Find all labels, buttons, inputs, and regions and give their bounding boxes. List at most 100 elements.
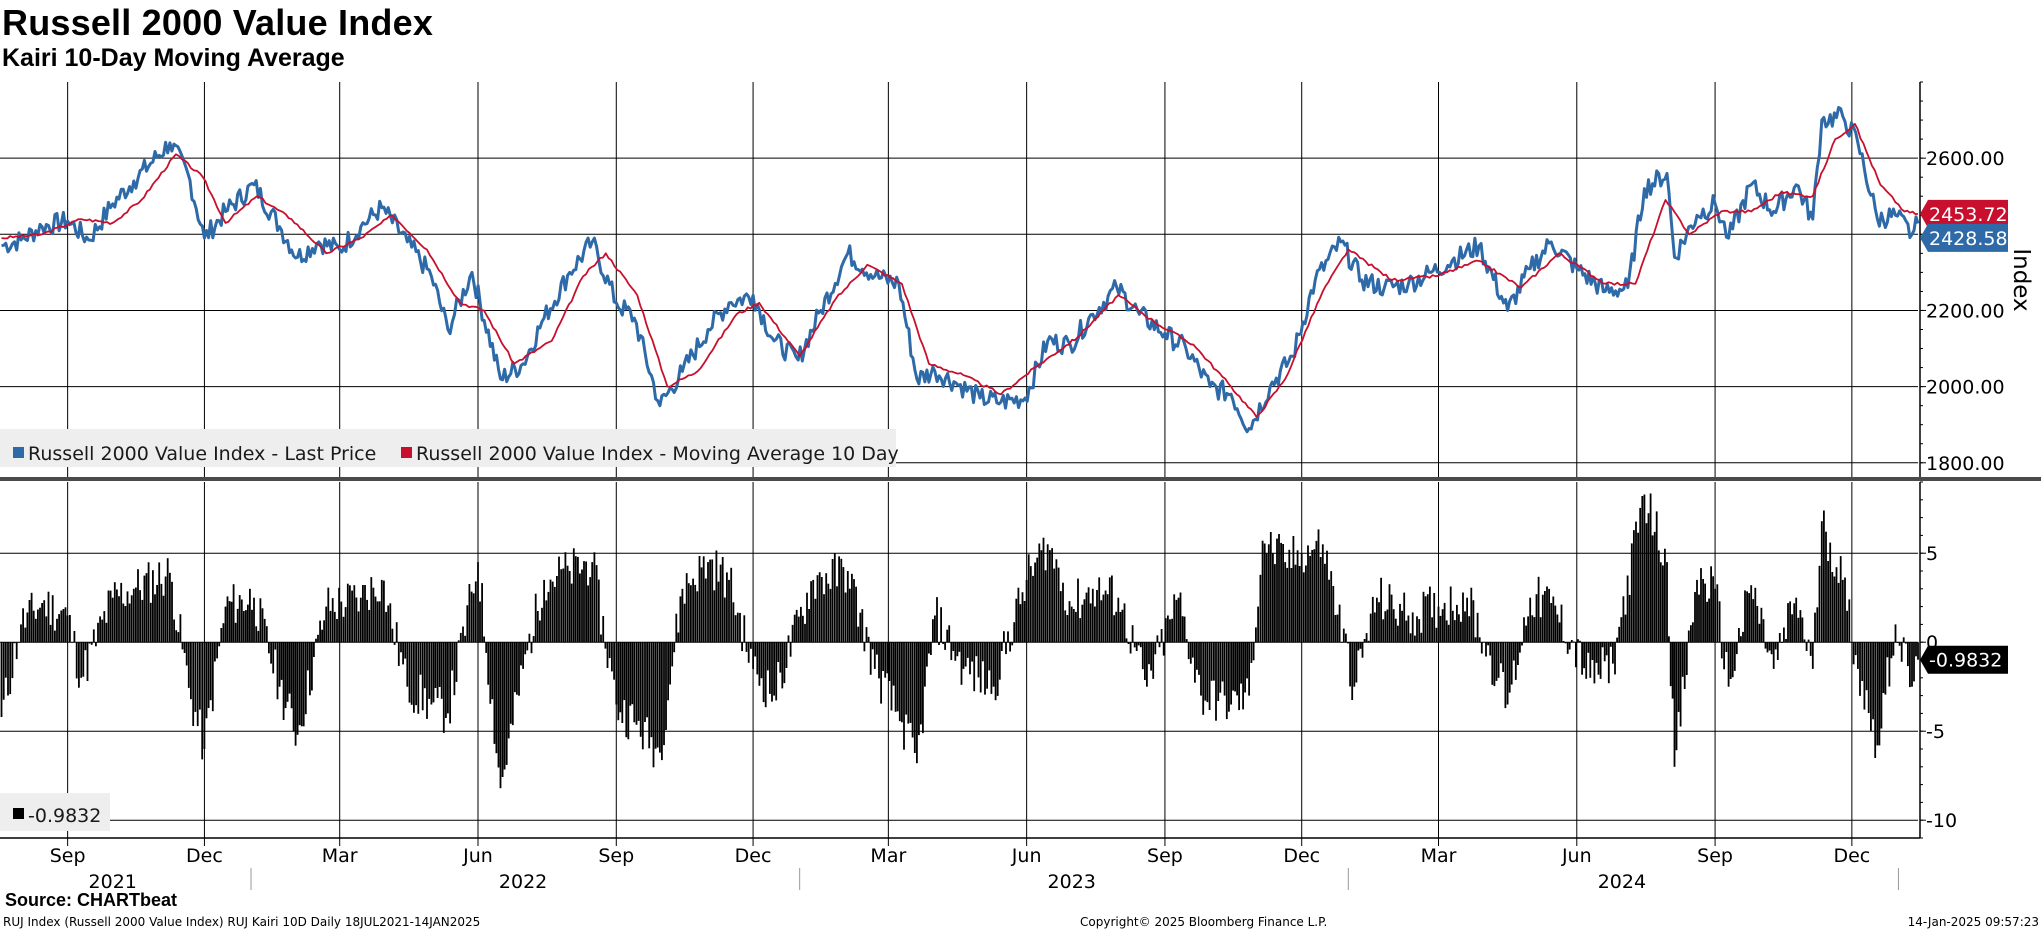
kairi-bar xyxy=(1831,572,1834,643)
kairi-bar xyxy=(986,642,988,689)
kairi-bar xyxy=(290,642,293,709)
kairi-bar xyxy=(1480,642,1483,654)
kairi-bar xyxy=(1537,576,1540,643)
kairi-bar xyxy=(1876,642,1879,746)
kairi-bar xyxy=(342,616,345,643)
kairi-bar xyxy=(1091,588,1094,643)
kairi-bar xyxy=(901,642,903,723)
kairi-bar xyxy=(1089,603,1092,643)
kairi-bar xyxy=(1882,642,1885,693)
kairi-bar xyxy=(278,642,281,687)
kairi-bar xyxy=(762,642,765,703)
kairi-bar xyxy=(1135,642,1138,651)
kairi-bar xyxy=(11,642,14,679)
kairi-bar xyxy=(1898,642,1901,646)
kairi-bar xyxy=(1108,577,1111,643)
kairi-bar xyxy=(1637,532,1639,643)
kairi-bar xyxy=(1148,642,1150,665)
kairi-bar xyxy=(1639,507,1642,643)
kairi-bar xyxy=(1217,642,1220,701)
kairi-bar xyxy=(1272,553,1274,643)
kairi-bar xyxy=(1714,588,1716,643)
kairi-bar xyxy=(1833,576,1836,643)
kairi-bar xyxy=(122,603,125,643)
kairi-bar xyxy=(1187,642,1190,660)
kairi-bar xyxy=(800,606,802,643)
kairi-bar xyxy=(1332,586,1335,643)
kairi-bar xyxy=(1426,594,1429,643)
kairi-bar xyxy=(1681,642,1684,677)
kairi-bar xyxy=(994,642,997,701)
kairi-bar xyxy=(892,642,895,686)
kairi-bar xyxy=(617,642,620,721)
kairi-bar xyxy=(1077,578,1079,643)
kairi-bar xyxy=(493,642,496,744)
kairi-bar xyxy=(1857,642,1859,669)
kairi-bar xyxy=(1702,579,1704,643)
kairi-bar xyxy=(717,581,720,643)
kairi-bar xyxy=(58,614,60,643)
kairi-bar xyxy=(1079,618,1082,643)
kairi-bar xyxy=(389,603,392,643)
kairi-last-value-tag-text: -0.9832 xyxy=(1929,650,2002,672)
kairi-bar xyxy=(1531,615,1534,643)
kairi-bar xyxy=(1363,639,1366,643)
kairi-bar xyxy=(1403,592,1406,643)
kairi-bar xyxy=(855,586,857,643)
kairi-bar xyxy=(520,642,522,666)
x-tick-label: Dec xyxy=(186,845,223,867)
kairi-bar xyxy=(960,642,963,685)
kairi-bar xyxy=(886,642,889,674)
kairi-bar xyxy=(1349,642,1351,687)
kairi-bar xyxy=(1075,611,1077,643)
kairi-bar xyxy=(869,642,872,675)
kairi-bar xyxy=(1011,642,1014,646)
kairi-bar xyxy=(1196,642,1198,670)
kairi-bar xyxy=(1300,553,1303,643)
kairi-bar xyxy=(1491,642,1494,685)
kairi-bar xyxy=(261,608,264,643)
ma-last-value-tag: 2453.72 xyxy=(1920,199,2008,228)
kairi-bar xyxy=(1789,601,1791,643)
kairi-bar xyxy=(545,600,548,643)
legend-layer: Russell 2000 Value Index - Last Price Rus… xyxy=(0,429,899,831)
kairi-bar xyxy=(1599,642,1602,679)
kairi-bar xyxy=(179,614,182,643)
kairi-bar xyxy=(1533,617,1536,643)
kairi-bar xyxy=(827,583,830,643)
kairi-bar xyxy=(1311,550,1314,643)
kairi-bar xyxy=(1859,642,1861,696)
kairi-bar xyxy=(541,607,543,643)
kairi-bar xyxy=(1466,597,1468,643)
kairi-bar xyxy=(105,622,108,643)
kairi-bar xyxy=(920,642,922,725)
kairi-bar xyxy=(1215,642,1217,721)
kairi-bar xyxy=(1225,642,1228,720)
kairi-bar xyxy=(1044,570,1047,643)
kairi-bar xyxy=(996,642,999,696)
kairi-bar xyxy=(309,642,311,696)
kairi-bar xyxy=(340,601,343,643)
kairi-bar xyxy=(1793,603,1796,643)
kairi-bar xyxy=(779,642,782,673)
x-tick-label: Sep xyxy=(1697,845,1733,867)
kairi-bar xyxy=(1731,642,1734,678)
kairi-bar xyxy=(1003,631,1005,643)
kairi-bar xyxy=(346,583,349,643)
kairi-bar xyxy=(656,642,659,748)
kairi-bar xyxy=(26,612,29,643)
kairi-bar xyxy=(532,636,535,643)
kairi-bar xyxy=(319,620,321,643)
kairi-bar xyxy=(445,642,447,718)
kairi-bar xyxy=(694,584,697,643)
kairi-bar xyxy=(1137,642,1140,646)
ma-last-value-tag-shape xyxy=(1920,199,2008,228)
kairi-bar xyxy=(99,616,101,643)
kairi-bar xyxy=(1098,577,1101,643)
kairi-bar xyxy=(479,601,481,643)
kairi-bar xyxy=(713,590,716,643)
x-tick-label: Sep xyxy=(598,845,634,867)
kairi-bar xyxy=(1628,594,1631,643)
kairi-bar xyxy=(1692,622,1694,643)
kairi-bar xyxy=(1733,642,1736,671)
